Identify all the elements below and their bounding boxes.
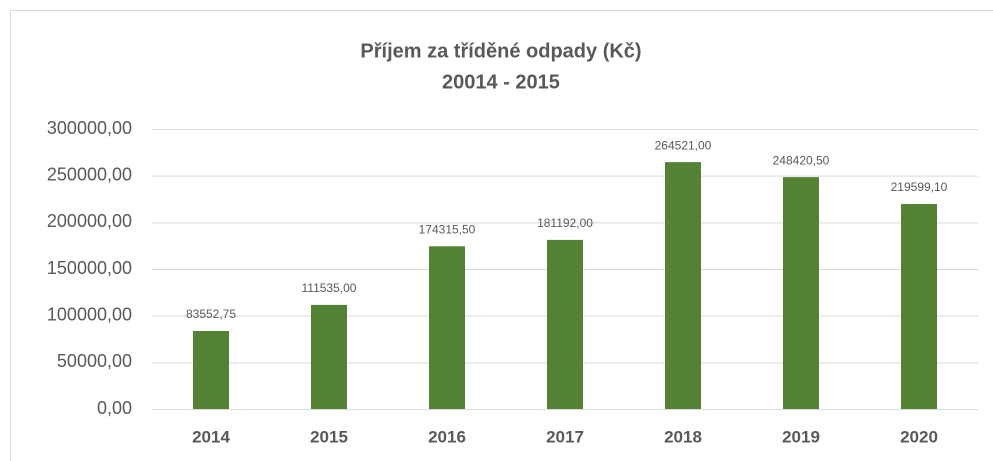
value-label: 83552,75 xyxy=(186,307,236,321)
value-label: 264521,00 xyxy=(655,138,712,152)
bar xyxy=(193,331,229,409)
x-tick-label: 2017 xyxy=(546,427,584,446)
value-label: 248420,50 xyxy=(773,153,830,167)
x-tick-label: 2019 xyxy=(782,427,820,446)
y-tick-label: 200000,00 xyxy=(47,211,132,231)
y-tick-label: 0,00 xyxy=(97,398,132,418)
y-tick-label: 50000,00 xyxy=(57,351,132,371)
x-tick-label: 2014 xyxy=(192,427,230,446)
x-tick-label: 2020 xyxy=(900,427,938,446)
x-tick-label: 2016 xyxy=(428,427,466,446)
chart-frame xyxy=(10,10,993,461)
x-tick-label: 2018 xyxy=(664,427,702,446)
y-tick-label: 100000,00 xyxy=(47,304,132,324)
value-label: 181192,00 xyxy=(537,216,593,230)
bar xyxy=(429,246,465,409)
value-label: 219599,10 xyxy=(891,180,948,194)
y-tick-label: 300000,00 xyxy=(47,118,132,138)
bar xyxy=(547,239,583,409)
chart-subtitle: 20014 - 2015 xyxy=(442,71,560,93)
x-tick-label: 2015 xyxy=(310,427,348,446)
bar xyxy=(311,304,347,409)
value-label: 174315,50 xyxy=(419,222,476,236)
y-tick-label: 250000,00 xyxy=(47,164,132,184)
value-label: 111535,00 xyxy=(302,281,357,295)
bar xyxy=(783,177,819,409)
bar xyxy=(665,162,701,409)
chart-title: Příjem za tříděné odpady (Kč) xyxy=(360,40,641,62)
bar xyxy=(901,204,937,409)
y-tick-label: 150000,00 xyxy=(47,258,132,278)
